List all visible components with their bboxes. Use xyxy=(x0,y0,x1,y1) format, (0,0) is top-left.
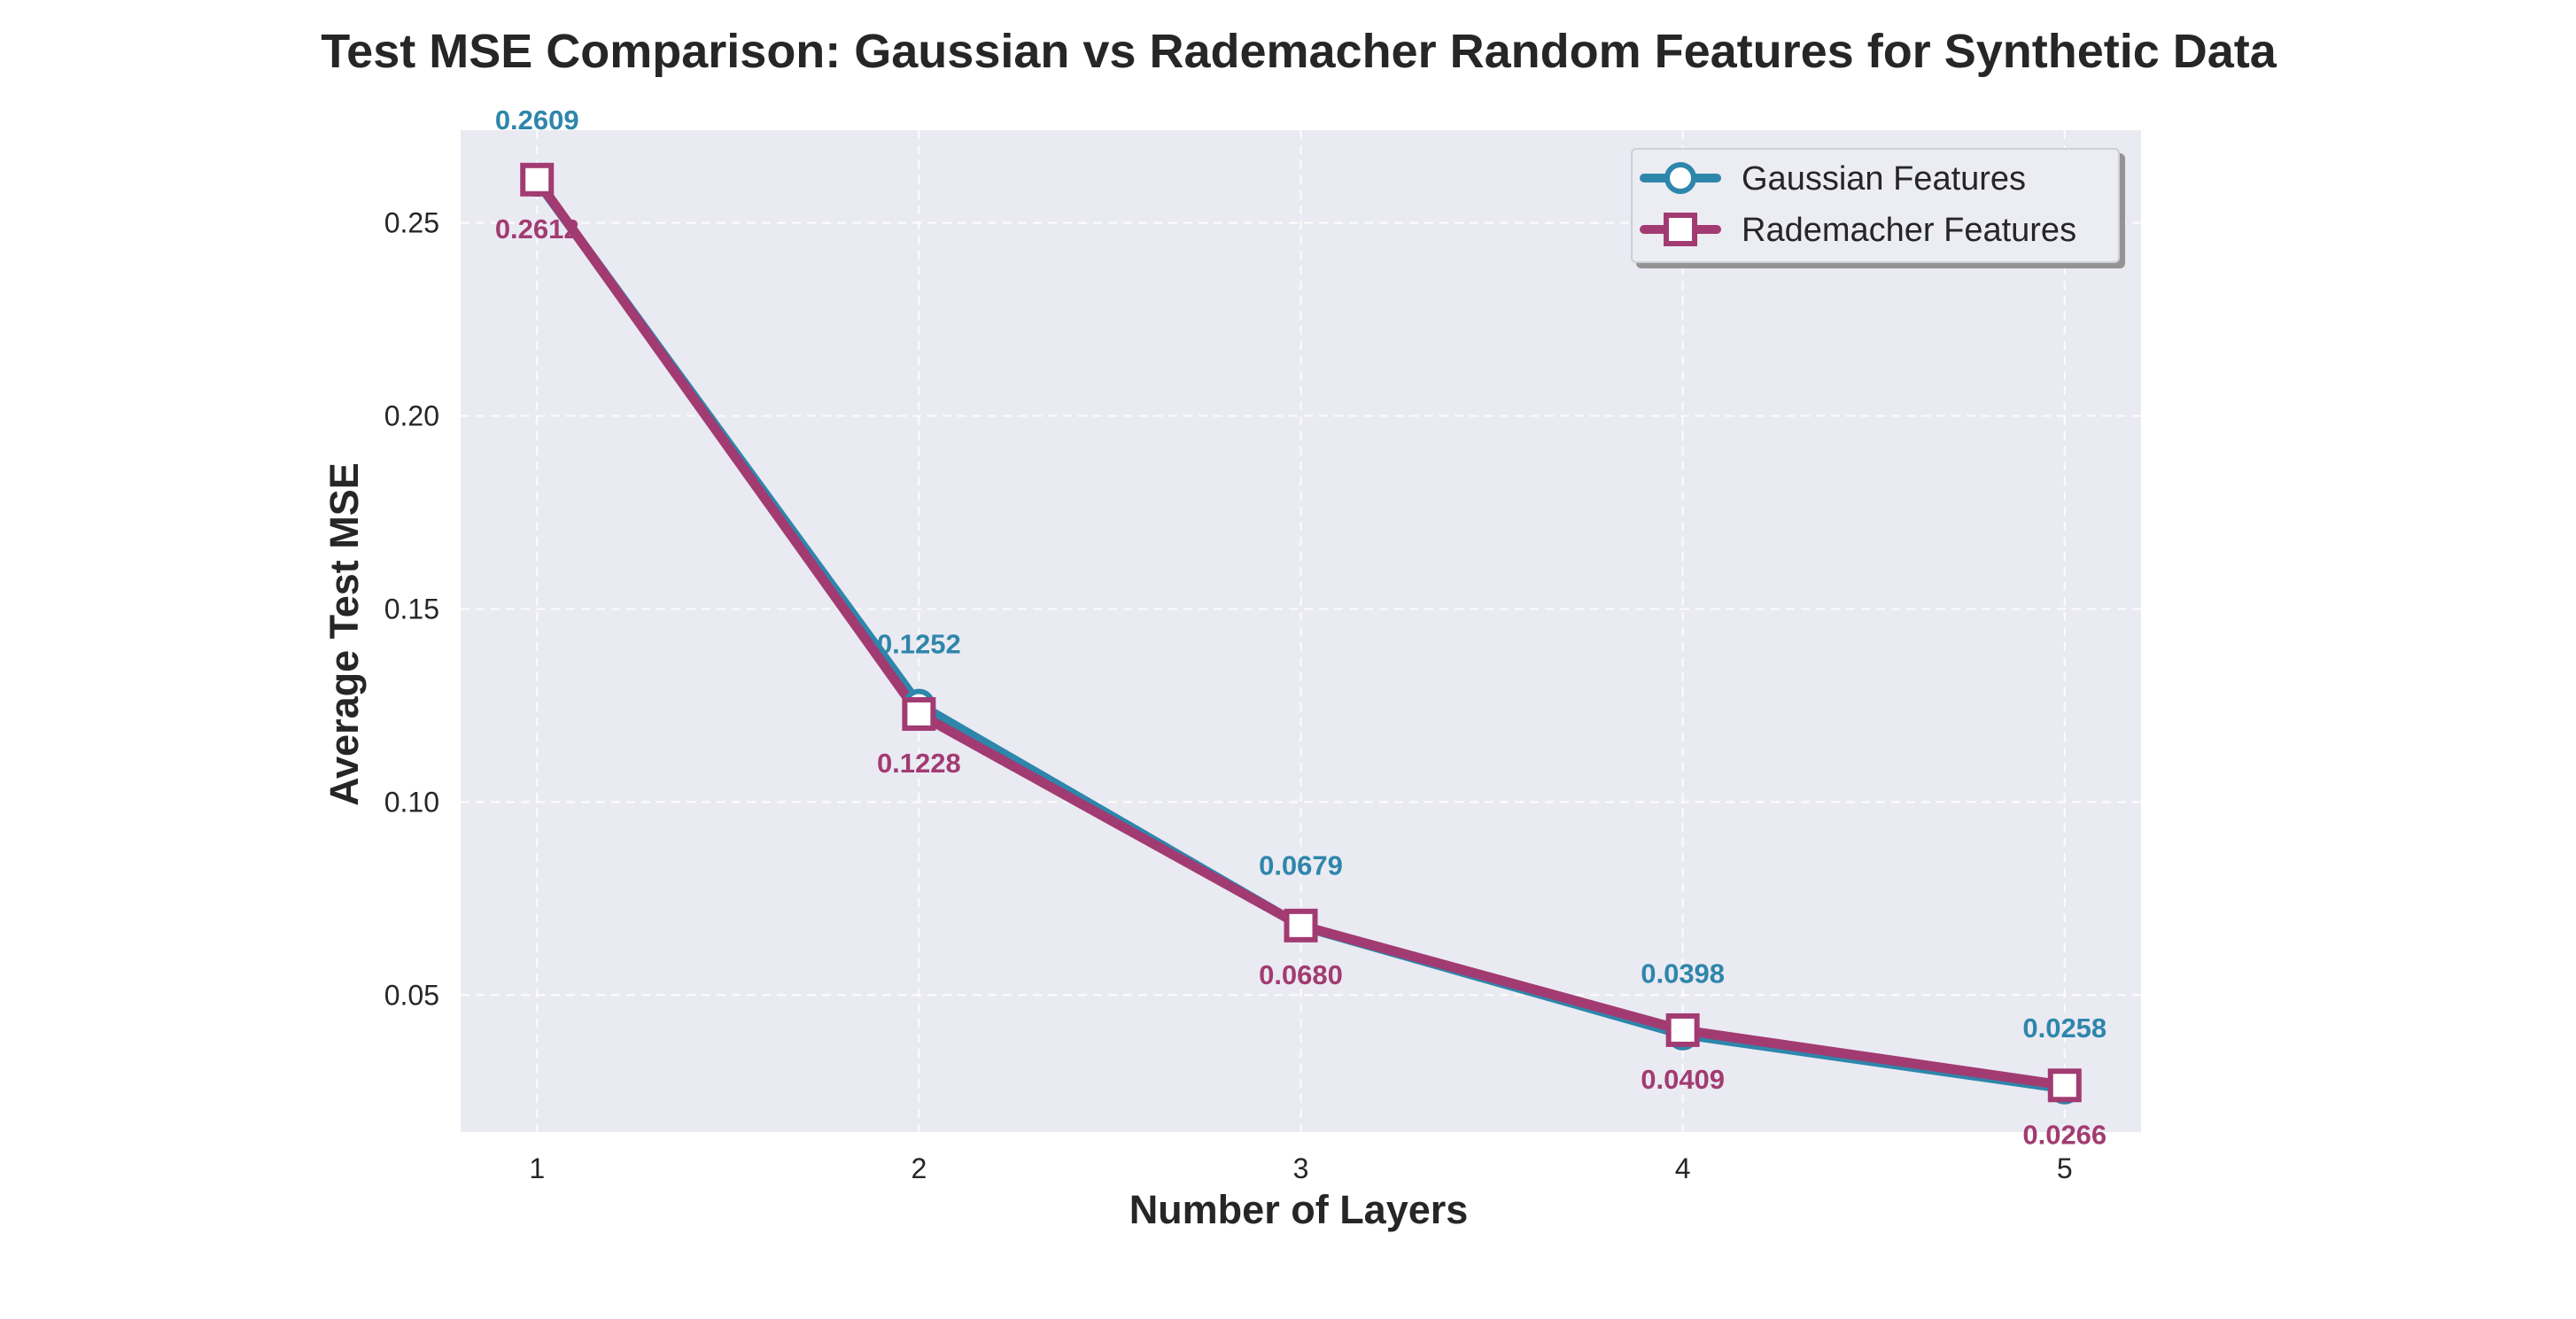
data-label-rademacher: 0.1228 xyxy=(877,748,961,779)
legend-marker-gaussian xyxy=(1664,162,1696,194)
data-label-gaussian: 0.2609 xyxy=(495,105,579,136)
y-tick-label: 0.25 xyxy=(384,207,439,239)
x-tick-label: 3 xyxy=(1293,1152,1309,1184)
data-point-rademacher xyxy=(2047,1068,2082,1103)
data-point-rademacher xyxy=(902,696,936,731)
data-label-gaussian: 0.1252 xyxy=(877,629,961,660)
legend-label-rademacher: Rademacher Features xyxy=(1742,212,2076,249)
x-tick-label: 2 xyxy=(911,1152,927,1184)
data-point-rademacher xyxy=(1284,908,1318,943)
y-axis-label: Average Test MSE xyxy=(322,462,367,806)
plot-area: 1 2 3 4 5 0.05 0.10 0.15 0.20 0.25 0.2609 0.1252 0.0… xyxy=(384,105,2141,1184)
y-tick-label: 0.20 xyxy=(384,400,439,432)
data-point-rademacher xyxy=(1665,1013,1700,1047)
x-tick-label: 1 xyxy=(529,1152,545,1184)
data-point-rademacher xyxy=(520,162,555,197)
data-label-rademacher: 0.0409 xyxy=(1641,1064,1725,1095)
x-tick-label: 5 xyxy=(2057,1152,2073,1184)
data-label-gaussian: 0.0398 xyxy=(1641,958,1725,989)
data-label-rademacher: 0.0680 xyxy=(1259,959,1343,990)
data-label-gaussian: 0.0258 xyxy=(2022,1013,2107,1044)
legend-label-gaussian: Gaussian Features xyxy=(1742,160,2026,198)
legend-box xyxy=(1631,148,2120,263)
y-tick-label: 0.15 xyxy=(384,593,439,625)
y-tick-label: 0.10 xyxy=(384,786,439,818)
chart-title: Test MSE Comparison: Gaussian vs Rademac… xyxy=(321,25,2277,78)
legend: Gaussian Features Rademacher Features xyxy=(1631,148,2120,263)
x-tick-label: 4 xyxy=(1675,1152,1691,1184)
x-axis-label: Number of Layers xyxy=(1129,1187,1469,1232)
data-label-gaussian: 0.0679 xyxy=(1259,850,1343,881)
data-label-rademacher: 0.0266 xyxy=(2022,1119,2107,1150)
y-tick-label: 0.05 xyxy=(384,979,439,1011)
data-label-rademacher: 0.2612 xyxy=(495,213,579,244)
legend-marker-rademacher xyxy=(1664,213,1697,246)
